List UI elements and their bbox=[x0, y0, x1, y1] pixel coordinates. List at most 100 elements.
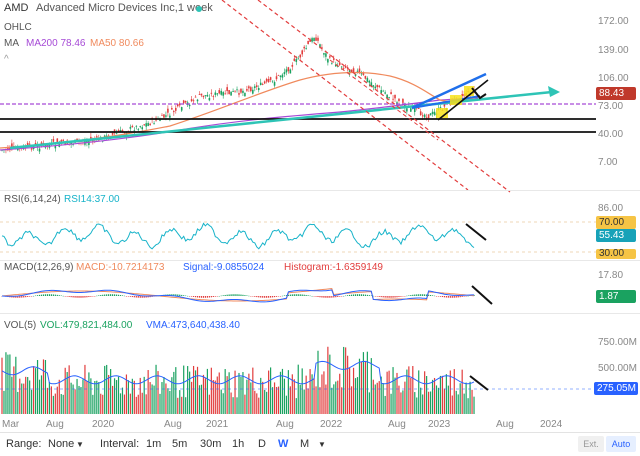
volume-bar bbox=[311, 374, 313, 414]
candle-body bbox=[131, 125, 134, 128]
macd-hist-bar bbox=[303, 294, 305, 296]
candle-body bbox=[228, 90, 230, 94]
macd-hist-bar bbox=[374, 296, 376, 297]
candle-body bbox=[275, 76, 278, 80]
candle-body bbox=[333, 58, 335, 60]
panel-separator bbox=[0, 313, 640, 314]
candle-body bbox=[433, 111, 436, 115]
candle-body bbox=[250, 87, 252, 92]
time-axis-label: 2020 bbox=[92, 419, 115, 430]
macd-hist-bar bbox=[100, 295, 102, 296]
candle-body bbox=[273, 82, 276, 86]
auto-toggle[interactable]: Auto bbox=[606, 436, 636, 452]
macd-hist-bar bbox=[196, 296, 199, 298]
macd-hist-bar bbox=[441, 296, 444, 298]
interval-m[interactable]: M bbox=[300, 438, 310, 450]
interval-w[interactable]: W bbox=[278, 438, 289, 450]
volume-bar bbox=[74, 389, 76, 414]
macd-hist-bar bbox=[224, 294, 226, 296]
macd-hist-bar bbox=[356, 294, 359, 296]
volume-bar bbox=[390, 393, 392, 414]
volume-bar bbox=[250, 382, 252, 414]
volume-bar bbox=[202, 374, 205, 414]
volume-bar bbox=[323, 371, 325, 414]
volume-bar bbox=[412, 366, 414, 414]
range-select[interactable]: None bbox=[48, 438, 75, 450]
macd-hist-bar bbox=[333, 296, 335, 298]
interval-1h[interactable]: 1h bbox=[232, 438, 245, 450]
macd-hist-bar bbox=[331, 296, 333, 298]
volume-bar bbox=[262, 381, 264, 414]
collapse-chevron-icon[interactable]: ^ bbox=[4, 54, 9, 65]
candle-body bbox=[342, 67, 345, 69]
macd-hist-bar bbox=[439, 296, 442, 297]
price-candles bbox=[1, 34, 475, 155]
candle-body bbox=[279, 75, 282, 78]
interval-1m[interactable]: 1m bbox=[146, 438, 162, 450]
candle-body bbox=[34, 142, 37, 146]
macd-hist-bar bbox=[307, 295, 309, 296]
candle-body bbox=[86, 141, 88, 143]
volume-bar bbox=[406, 369, 408, 414]
macd-hist-bar bbox=[248, 295, 250, 297]
volume-bar bbox=[143, 376, 145, 414]
macd-hist-bar bbox=[194, 296, 197, 298]
ohlc-label: OHLC bbox=[4, 22, 32, 33]
volume-bar bbox=[64, 367, 66, 414]
macd-hist-bar bbox=[17, 296, 19, 298]
candle-body bbox=[135, 125, 138, 127]
chevron-down-icon[interactable]: ▼ bbox=[76, 440, 84, 449]
volume-bar bbox=[137, 394, 139, 414]
candle-body bbox=[263, 81, 266, 84]
volume-bar bbox=[104, 365, 106, 414]
macd-hist-bar bbox=[133, 296, 135, 298]
volume-bar bbox=[15, 356, 17, 414]
macd-hist-bar bbox=[181, 294, 183, 296]
volume-bar bbox=[29, 380, 31, 414]
yellow-highlight-2 bbox=[450, 95, 462, 105]
candle-body bbox=[137, 129, 140, 131]
candle-body bbox=[388, 96, 390, 98]
volume-bar bbox=[198, 385, 201, 414]
candle-body bbox=[417, 107, 420, 109]
volume-bar bbox=[352, 367, 355, 414]
macd-value: MACD:-10.7214173 bbox=[76, 262, 165, 273]
volume-bar bbox=[297, 364, 299, 414]
volume-bar bbox=[153, 385, 155, 414]
macd-hist-bar bbox=[404, 296, 406, 297]
macd-hist-bar bbox=[384, 296, 386, 298]
volume-bar bbox=[380, 376, 382, 414]
candle-body bbox=[277, 75, 280, 76]
macd-hist-bar bbox=[31, 296, 33, 297]
candle-body bbox=[368, 80, 371, 83]
macd-hist-bar bbox=[309, 295, 311, 297]
candle-body bbox=[56, 138, 59, 143]
volume-bar bbox=[25, 376, 27, 414]
candle-body bbox=[178, 103, 181, 106]
volume-bar bbox=[451, 395, 453, 414]
macd-hist-bar bbox=[410, 295, 412, 296]
macd-hist-bar bbox=[447, 296, 449, 298]
candle-body bbox=[406, 108, 408, 112]
macd-hist-bar bbox=[271, 296, 274, 298]
candle-body bbox=[92, 140, 94, 142]
interval-5m[interactable]: 5m bbox=[172, 438, 188, 450]
volume-bar bbox=[429, 391, 432, 414]
candle-body bbox=[321, 47, 323, 49]
candle-body bbox=[111, 132, 114, 135]
chart-canvas[interactable] bbox=[0, 0, 640, 432]
volume-bar bbox=[388, 370, 390, 414]
price-axis-label: 7.00 bbox=[598, 157, 618, 168]
volume-bar bbox=[449, 370, 451, 414]
macd-hist-bar bbox=[285, 295, 287, 296]
candle-body bbox=[44, 144, 47, 148]
interval-30m[interactable]: 30m bbox=[200, 438, 222, 450]
candle-body bbox=[348, 70, 351, 74]
macd-hist-bar bbox=[123, 295, 126, 297]
candle-body bbox=[427, 114, 430, 119]
macd-hist-bar bbox=[204, 296, 207, 298]
chevron-down-icon[interactable]: ▼ bbox=[318, 440, 326, 449]
macd-arrow-line bbox=[471, 285, 493, 305]
ext-toggle[interactable]: Ext. bbox=[578, 436, 604, 452]
interval-d[interactable]: D bbox=[258, 438, 266, 450]
